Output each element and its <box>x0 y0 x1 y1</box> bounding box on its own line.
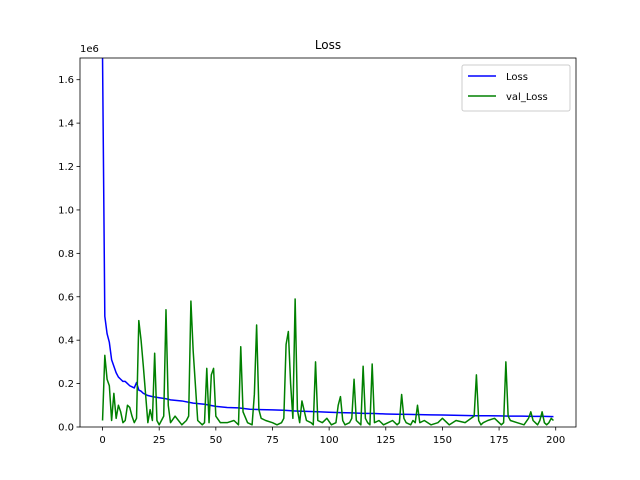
x-tick-label: 150 <box>433 435 452 446</box>
series-line-val-loss <box>101 298 554 426</box>
axes: 0 25 50 75 100 125 150 175 200 0.0 0.2 0.4 0.6 0.8 1.0… <box>58 57 577 446</box>
y-tick-label: 1.2 <box>58 162 74 173</box>
y-tick-label: 0.4 <box>58 336 74 347</box>
y-offset-label: 1e6 <box>80 44 99 55</box>
x-tick-label: 50 <box>209 435 222 446</box>
x-tick-label: 175 <box>490 435 509 446</box>
legend: Loss val_Loss <box>461 64 571 112</box>
y-tick-label: 0.2 <box>58 379 74 390</box>
y-tick-label: 0.6 <box>58 292 74 303</box>
series-line-loss <box>101 58 554 418</box>
plot-area <box>101 58 554 426</box>
x-tick-label: 25 <box>153 435 166 446</box>
x-tick-label: 125 <box>376 435 395 446</box>
axes-frame <box>79 57 577 428</box>
x-tick-label: 200 <box>546 435 565 446</box>
y-tick-label: 1.6 <box>58 75 74 86</box>
legend-entry-label: val_Loss <box>506 92 548 103</box>
y-tick-label: 0.8 <box>58 249 74 260</box>
x-tick-label: 75 <box>266 435 279 446</box>
x-tick-label: 0 <box>99 435 105 446</box>
legend-entry-label: Loss <box>506 72 528 83</box>
y-tick-label: 0.0 <box>58 423 74 434</box>
chart-title: Loss <box>315 38 341 52</box>
y-tick-label: 1.4 <box>58 119 74 130</box>
y-tick-label: 1.0 <box>58 205 74 216</box>
x-tick-label: 100 <box>320 435 339 446</box>
